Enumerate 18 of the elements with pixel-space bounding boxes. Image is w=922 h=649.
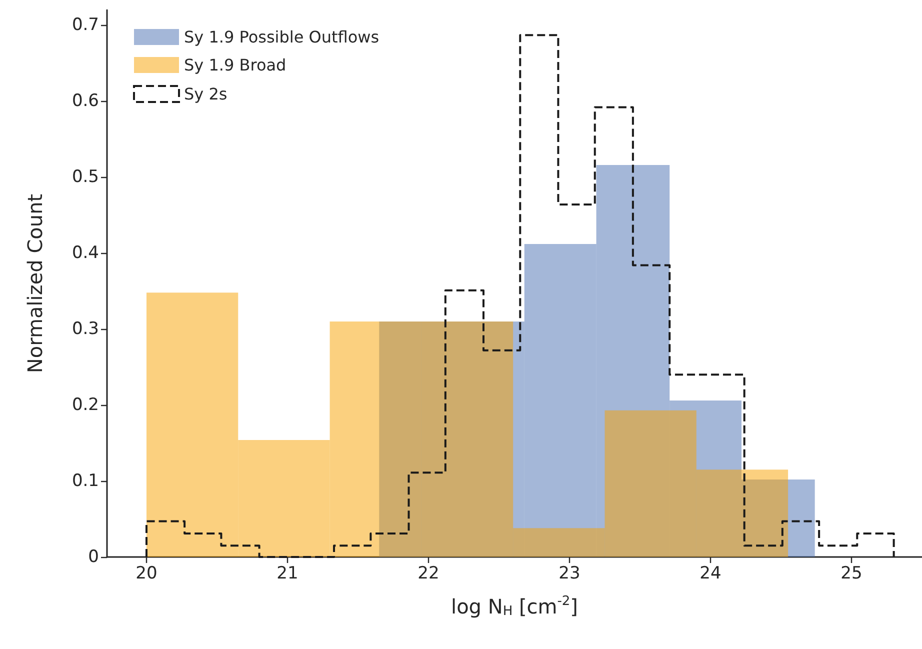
legend-label: Sy 1.9 Possible Outflows (184, 28, 380, 46)
legend-label: Sy 1.9 Broad (184, 56, 286, 74)
x-tick-label: 25 (840, 564, 862, 584)
y-tick-label: 0.5 (72, 167, 99, 188)
y-tick-label: 0.6 (72, 91, 99, 112)
x-tick-label: 23 (558, 564, 580, 584)
y-tick-label: 0.3 (72, 319, 99, 340)
x-tick-label: 22 (418, 564, 440, 584)
y-tick-label: 0.1 (72, 471, 99, 492)
y-tick-label: 0.2 (72, 395, 99, 416)
y-axis-title: Normalized Count (23, 194, 47, 374)
x-tick-label: 20 (136, 564, 158, 584)
x-tick-label: 24 (700, 564, 722, 584)
x-tick-label: 21 (276, 564, 298, 584)
y-tick-label: 0.7 (72, 15, 99, 36)
y-tick-label: 0.4 (72, 243, 99, 264)
y-tick-label: 0 (88, 547, 99, 567)
legend-label: Sy 2s (184, 84, 228, 104)
